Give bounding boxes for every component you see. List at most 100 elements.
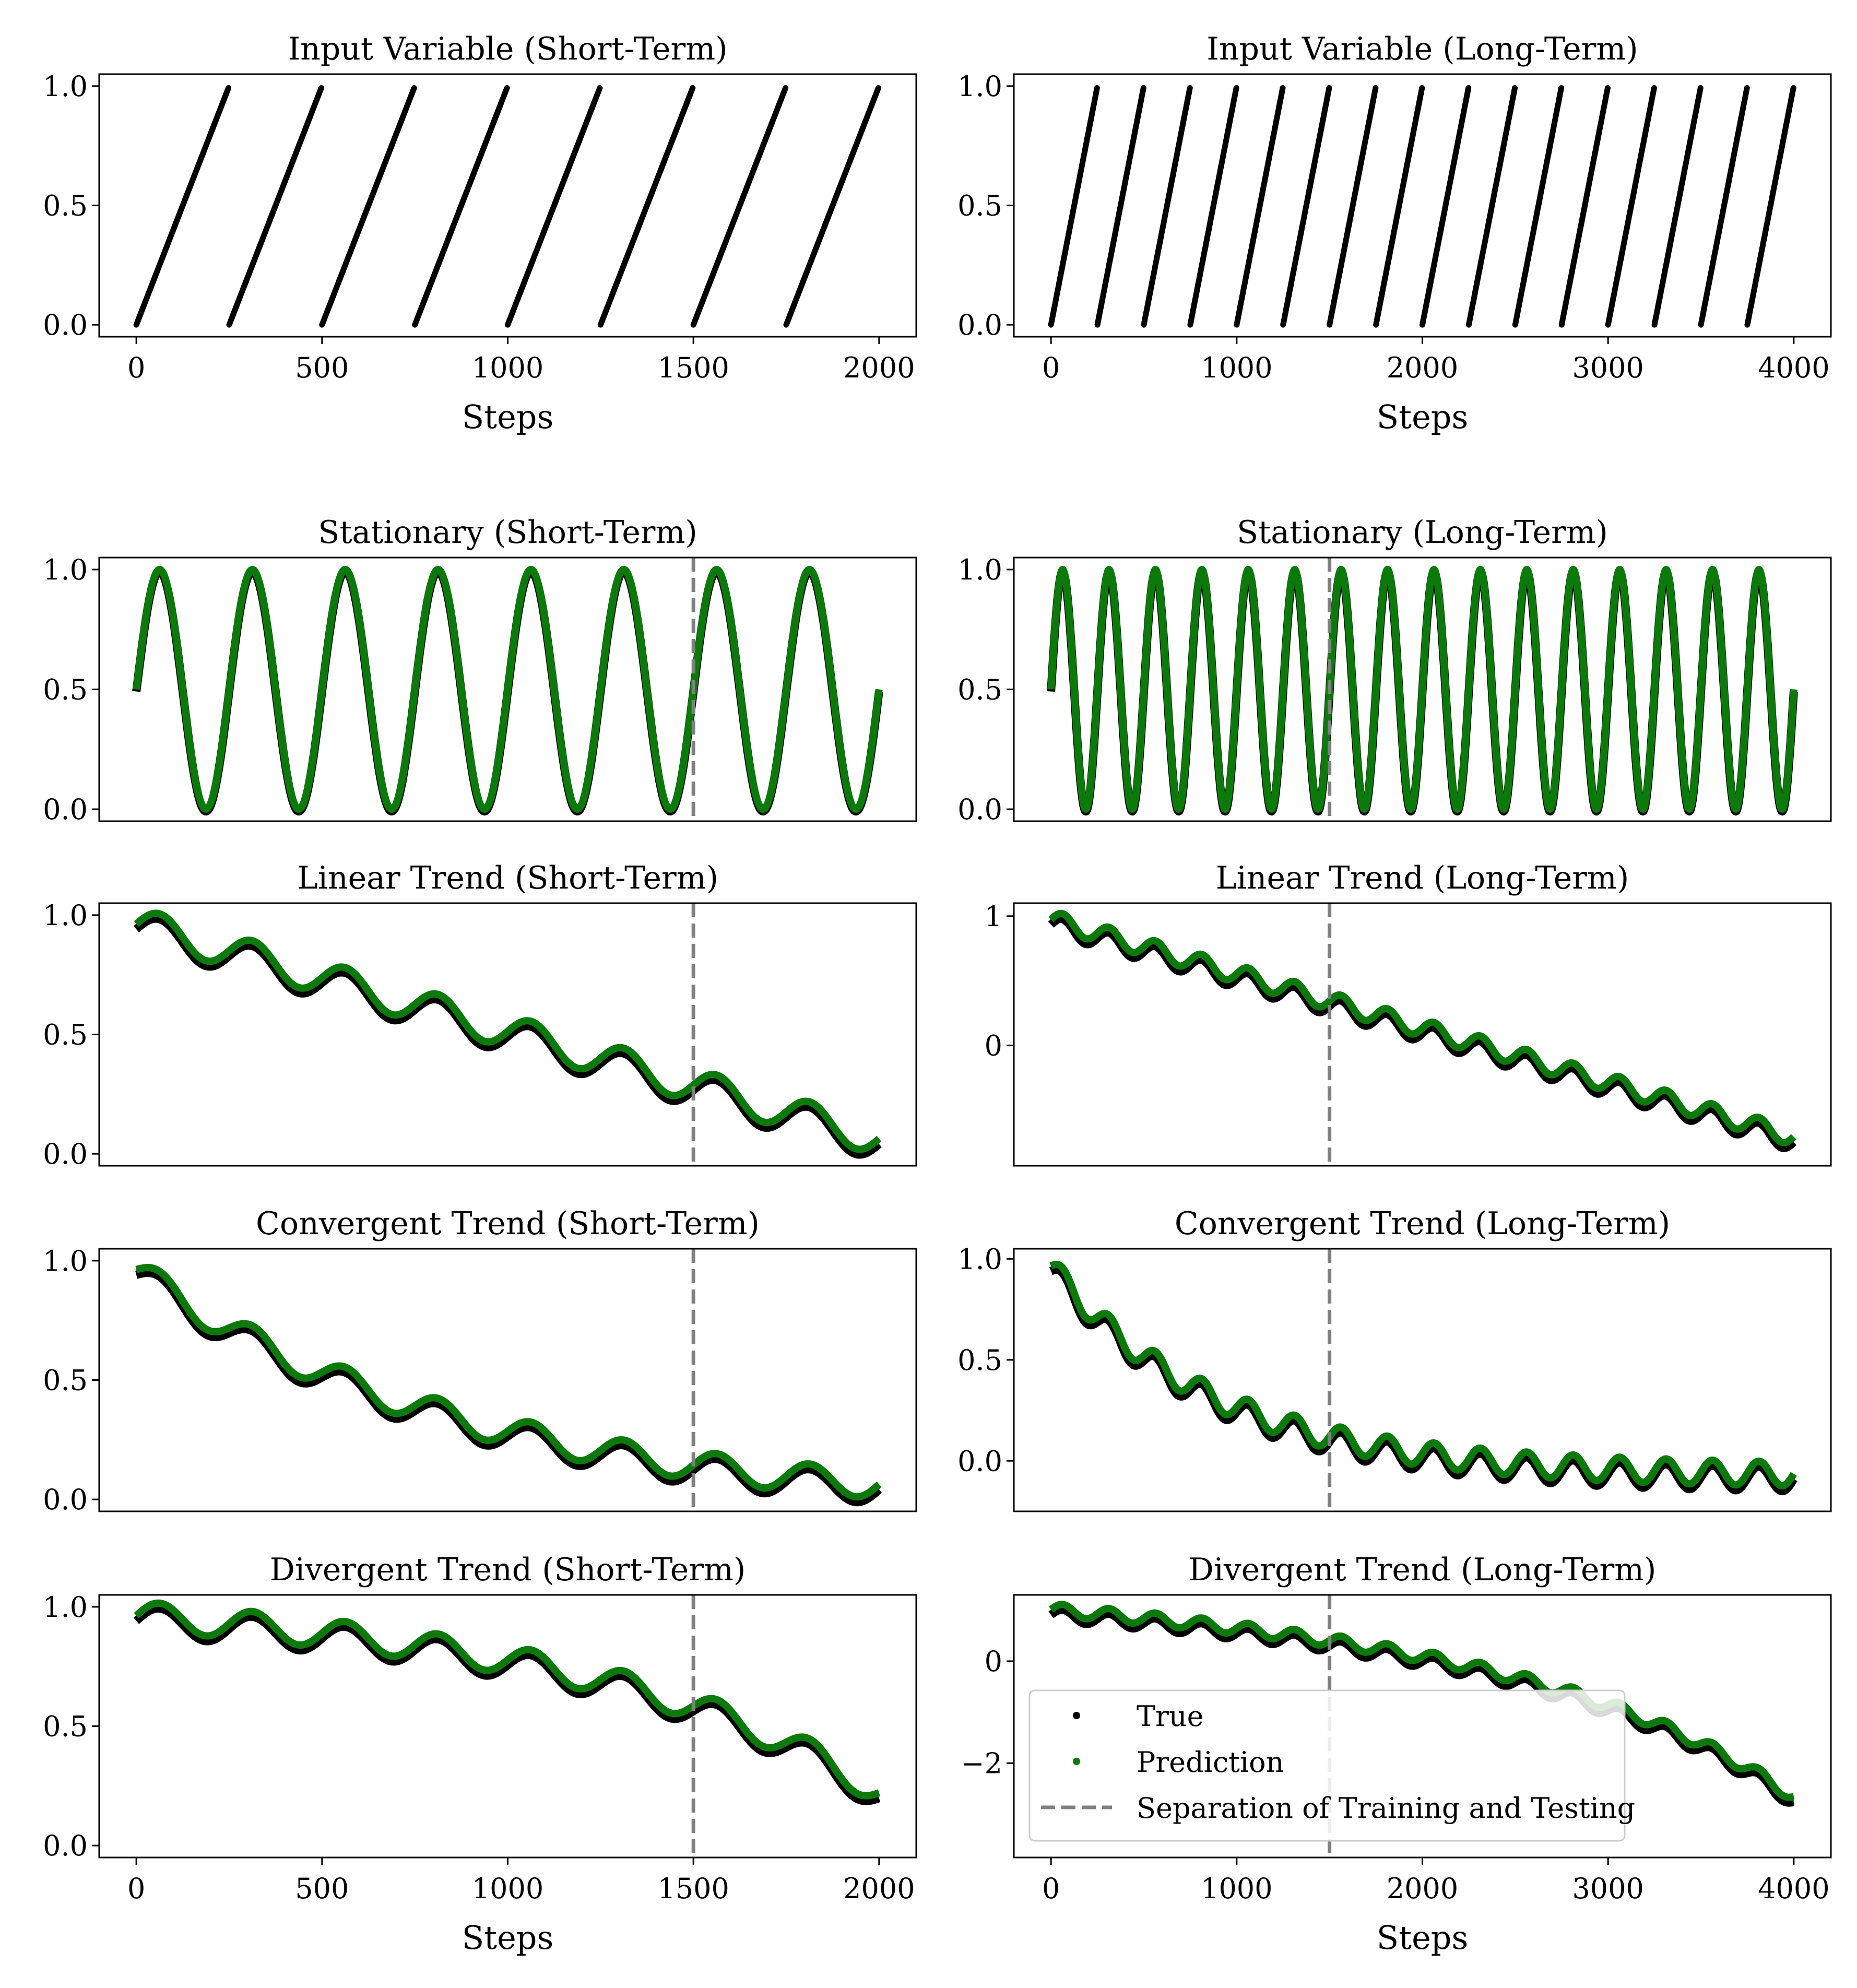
plot-area	[133, 1599, 883, 1805]
subplot: Linear Trend (Long-Term) 0 1	[985, 860, 1832, 1167]
plot-area	[1047, 1601, 1798, 1807]
x-tick-label: 1000	[1201, 1872, 1272, 1905]
y-tick-label: −2	[961, 1747, 1002, 1780]
subplot-title: Input Variable (Long-Term)	[1207, 31, 1638, 67]
true-series	[1047, 1605, 1798, 1807]
true-series	[133, 1604, 883, 1805]
plot-area	[1047, 566, 1798, 816]
plot-area	[1047, 909, 1798, 1152]
y-tick-label: 0.0	[957, 793, 1002, 826]
x-tick-label: 4000	[1758, 1872, 1829, 1905]
subplot: Convergent Trend (Long-Term) 0.0 0.5 1.0	[957, 1205, 1832, 1512]
prediction-series	[1047, 909, 1797, 1146]
y-tick-label: 1.0	[43, 899, 88, 932]
axes-frame	[1013, 902, 1832, 1167]
prediction-series	[133, 909, 882, 1153]
subplot-title: Divergent Trend (Long-Term)	[1189, 1552, 1657, 1588]
x-tick-label: 1500	[657, 1872, 729, 1905]
subplot-title: Linear Trend (Short-Term)	[297, 860, 718, 896]
subplot-title: Input Variable (Short-Term)	[288, 31, 727, 67]
legend-true-marker	[1073, 1712, 1080, 1719]
y-tick-label: 0.0	[43, 1829, 88, 1862]
y-tick-label: 0.0	[957, 1445, 1002, 1477]
x-axis-label: Steps	[462, 1919, 554, 1957]
plot-area	[133, 1264, 883, 1507]
y-tick-label: 0.0	[957, 309, 1002, 341]
y-tick-label: 1.0	[43, 70, 88, 103]
y-tick-label: 0.5	[43, 1019, 88, 1051]
true-series	[1048, 85, 1796, 328]
y-tick-label: 0.0	[43, 793, 88, 826]
subplot: Stationary (Long-Term) 0.0 0.5 1.0	[957, 514, 1832, 826]
legend: True Prediction Separation of Training and…	[1028, 1689, 1635, 1842]
prediction-series	[1047, 566, 1797, 813]
y-tick-label: 0.5	[43, 190, 88, 222]
x-tick-label: 500	[295, 351, 349, 384]
x-tick-label: 0	[1042, 351, 1060, 384]
plot-area	[1048, 85, 1796, 328]
y-tick-label: 1.0	[43, 1591, 88, 1624]
y-tick-label: 1	[985, 900, 1002, 933]
subplot-title: Stationary (Short-Term)	[318, 514, 697, 551]
x-tick-label: 0	[1042, 1872, 1060, 1905]
x-axis-label: Steps	[1377, 1919, 1469, 1957]
x-tick-label: 3000	[1572, 351, 1643, 384]
subplot-title: Linear Trend (Long-Term)	[1216, 860, 1629, 896]
prediction-series	[133, 1264, 882, 1501]
x-tick-label: 4000	[1758, 351, 1829, 384]
subplot-title: Divergent Trend (Short-Term)	[270, 1552, 746, 1588]
y-tick-label: 1.0	[43, 553, 88, 586]
x-tick-label: 1000	[472, 1872, 543, 1905]
legend-label: True	[1137, 1700, 1204, 1733]
legend-frame	[1028, 1689, 1626, 1842]
prediction-series	[1047, 1601, 1797, 1801]
plot-area	[132, 566, 883, 816]
y-tick-label: 0.5	[43, 1364, 88, 1397]
axes-frame	[98, 73, 917, 338]
subplot: Input Variable (Short-Term) 0.0 0.5 1.0 0 500…	[43, 31, 917, 436]
x-tick-label: 1000	[472, 351, 543, 384]
y-tick-label: 0.5	[43, 1710, 88, 1743]
x-tick-label: 2000	[843, 1872, 915, 1905]
plot-area	[133, 909, 883, 1159]
y-tick-label: 0	[985, 1030, 1002, 1062]
y-tick-label: 0.5	[43, 673, 88, 706]
true-series	[133, 1269, 883, 1507]
y-tick-label: 0.0	[43, 1483, 88, 1516]
true-series	[136, 88, 879, 325]
y-tick-label: 0	[985, 1645, 1002, 1678]
x-tick-label: 2000	[1387, 1872, 1458, 1905]
y-tick-label: 0.5	[957, 1344, 1002, 1377]
y-tick-label: 1.0	[957, 553, 1002, 586]
x-tick-label: 2000	[843, 351, 915, 384]
subplot: Linear Trend (Short-Term) 0.0 0.5 1.0	[43, 860, 917, 1170]
subplot: Stationary (Short-Term) 0.0 0.5 1.0	[43, 514, 917, 826]
plot-area	[136, 88, 879, 325]
subplot: Divergent Trend (Long-Term) −2 0 0 1000 2000 3…	[961, 1552, 1832, 1957]
subplot-title: Stationary (Long-Term)	[1237, 514, 1608, 551]
true-series	[133, 914, 883, 1159]
y-tick-label: 0.0	[43, 1138, 88, 1170]
x-tick-label: 0	[127, 1872, 145, 1905]
y-tick-label: 0.5	[957, 190, 1002, 222]
x-tick-label: 500	[295, 1872, 349, 1905]
legend-label: Prediction	[1137, 1746, 1284, 1779]
y-tick-label: 0.0	[43, 309, 88, 341]
legend-label: Separation of Training and Testing	[1137, 1792, 1635, 1825]
prediction-series	[133, 566, 883, 813]
x-axis-label: Steps	[1377, 398, 1469, 436]
subplot-title: Convergent Trend (Long-Term)	[1175, 1205, 1670, 1242]
x-tick-label: 2000	[1387, 351, 1458, 384]
x-tick-label: 1000	[1201, 351, 1272, 384]
subplot: Input Variable (Long-Term) 0.0 0.5 1.0 0 1000…	[957, 31, 1832, 436]
prediction-series	[133, 1599, 882, 1800]
x-tick-label: 0	[127, 351, 145, 384]
subplot: Divergent Trend (Short-Term) 0.0 0.5 1.0 0 50…	[43, 1552, 917, 1957]
prediction-series	[1047, 1261, 1797, 1490]
x-tick-label: 3000	[1572, 1872, 1643, 1905]
legend-prediction-marker	[1073, 1758, 1080, 1765]
subplot: Convergent Trend (Short-Term) 0.0 0.5 1.0	[43, 1205, 917, 1516]
y-tick-label: 0.5	[957, 673, 1002, 706]
subplot-title: Convergent Trend (Short-Term)	[256, 1205, 760, 1242]
